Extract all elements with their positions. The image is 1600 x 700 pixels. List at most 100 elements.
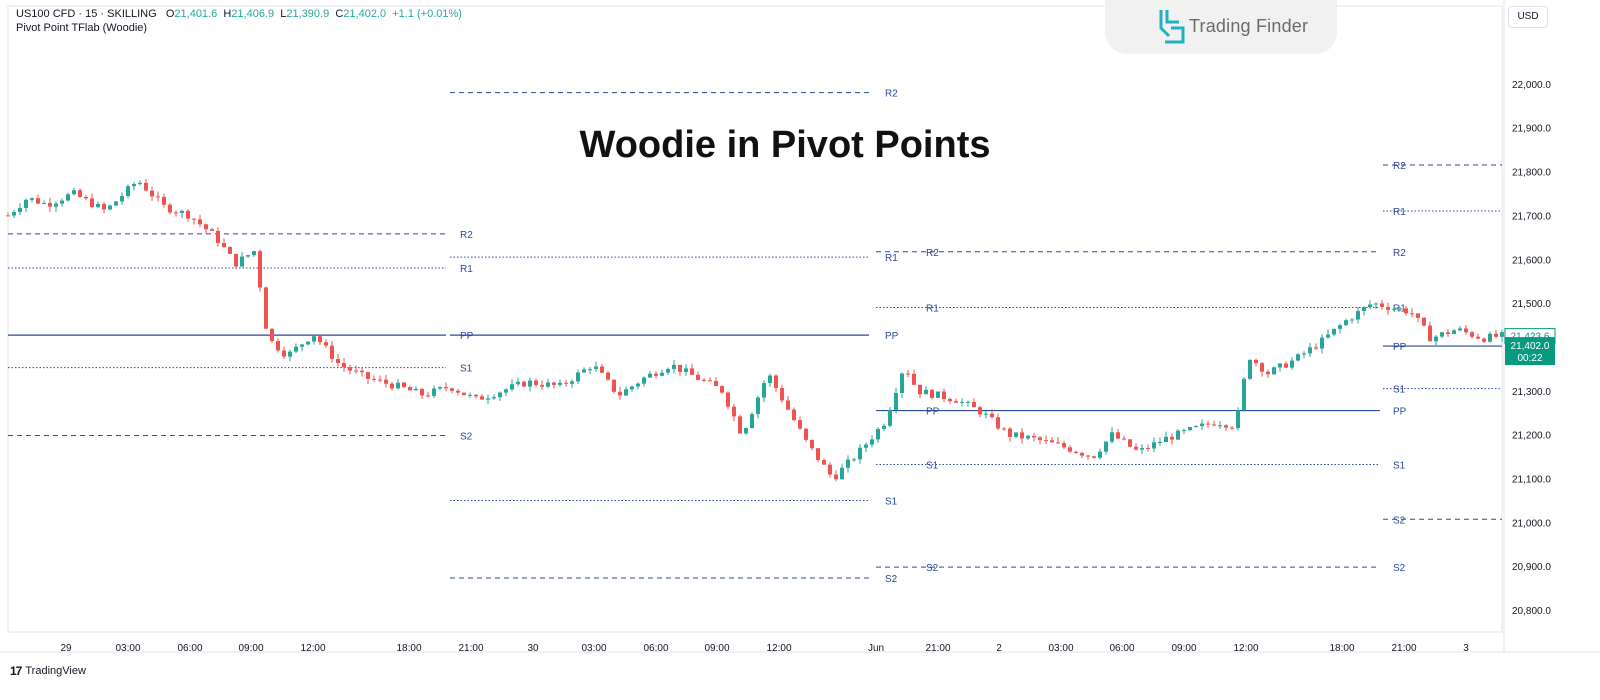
candle-body <box>1272 367 1276 375</box>
pivot-label-r2: R2 <box>885 89 898 100</box>
x-tick-label: 30 <box>527 643 539 654</box>
candle-body <box>1110 432 1114 442</box>
candle-body <box>450 388 454 391</box>
candle-body <box>300 344 304 347</box>
candle-body <box>480 396 484 400</box>
candle-body <box>96 203 100 208</box>
candle-body <box>1092 456 1096 458</box>
candle-body <box>270 328 274 341</box>
candle-body <box>978 407 982 415</box>
pivot-label-pp: PP <box>926 407 940 418</box>
candle-body <box>1194 425 1198 428</box>
candle-body <box>1380 303 1384 307</box>
candle-body <box>1344 320 1348 326</box>
candle-body <box>498 392 502 398</box>
candle-body <box>702 379 706 381</box>
y-tick-label: 20,800.0 <box>1512 606 1551 617</box>
pivot-label-s2: S2 <box>926 563 939 574</box>
candle-body <box>1362 307 1366 311</box>
candle-body <box>630 386 634 390</box>
candle-body <box>618 391 622 396</box>
candle-body <box>174 212 178 214</box>
candle-body <box>750 414 754 429</box>
currency-button[interactable]: USD <box>1508 6 1548 28</box>
timeframe[interactable]: 15 <box>85 8 98 20</box>
symbol-name[interactable]: US100 CFD <box>16 8 76 20</box>
candle-body <box>360 370 364 373</box>
x-tick-label: 21:00 <box>458 643 483 654</box>
candle-body <box>378 379 382 381</box>
x-tick-label: 18:00 <box>396 643 421 654</box>
price-tag-filled <box>1505 337 1555 366</box>
candle-body <box>1482 338 1486 342</box>
candle-body <box>738 416 742 434</box>
candle-body <box>924 389 928 395</box>
candle-body <box>1008 428 1012 437</box>
candle-body <box>456 390 460 393</box>
pivot-label-pp: PP <box>885 331 899 342</box>
candle-body <box>1302 353 1306 355</box>
open-label: O <box>165 8 175 20</box>
candle-body <box>204 224 208 230</box>
candle-body <box>942 391 946 399</box>
candle-body <box>756 397 760 415</box>
candle-body <box>654 373 658 376</box>
candle-body <box>192 218 196 220</box>
candle-body <box>1026 435 1030 439</box>
x-tick-label: 3 <box>1463 643 1469 654</box>
close-label: C <box>335 8 344 20</box>
candle-body <box>1494 333 1498 337</box>
candle-body <box>348 367 352 371</box>
candle-body <box>900 373 904 393</box>
x-tick-label: 21:00 <box>925 643 950 654</box>
candle-body <box>474 394 478 397</box>
candle-body <box>1296 354 1300 361</box>
x-tick-label: 03:00 <box>115 643 140 654</box>
candle-body <box>384 379 388 384</box>
candle-body <box>252 251 256 256</box>
candle-body <box>1248 359 1252 379</box>
candle-body <box>228 247 232 254</box>
candle-body <box>834 474 838 480</box>
candle-body <box>528 380 532 387</box>
candle-body <box>1032 435 1036 438</box>
candle-body <box>666 369 670 373</box>
exchange: SKILLING <box>107 8 157 20</box>
candle-body <box>828 464 832 475</box>
candle-body <box>516 381 520 385</box>
candle-body <box>696 374 700 380</box>
pivot-label-s1: S1 <box>885 496 898 507</box>
candle-body <box>726 392 730 407</box>
candle-body <box>1134 446 1138 450</box>
candle-body <box>1500 332 1504 337</box>
candle-body <box>1188 427 1192 431</box>
candle-body <box>1374 303 1378 305</box>
pivot-label-s2: S2 <box>1393 515 1406 526</box>
candle-body <box>1086 455 1090 457</box>
candle-body <box>1260 363 1264 372</box>
y-tick-label: 21,900.0 <box>1512 124 1551 135</box>
candle-body <box>102 203 106 210</box>
symbol-header: US100 CFD · 15 · SKILLING O21,401.6 H21,… <box>16 8 462 20</box>
candle-body <box>150 190 154 197</box>
candle-body <box>1404 308 1408 314</box>
candle-body <box>1488 333 1492 342</box>
candle-body <box>240 256 244 267</box>
y-tick-label: 22,000.0 <box>1512 80 1551 91</box>
pivot-label-r2: R2 <box>926 248 939 259</box>
candle-body <box>402 382 406 388</box>
candle-body <box>330 345 334 359</box>
candle-body <box>84 196 88 199</box>
indicator-legend[interactable]: Pivot Point TFlab (Woodie) <box>16 22 148 34</box>
candle-body <box>1428 325 1432 342</box>
candle-body <box>570 381 574 384</box>
low-value: 21,390.9 <box>286 8 330 20</box>
candle-body <box>966 401 970 403</box>
candle-body <box>36 198 40 204</box>
x-tick-label: 18:00 <box>1329 643 1354 654</box>
price-tag-countdown: 00:22 <box>1517 353 1542 364</box>
candle-body <box>318 336 322 343</box>
tradingview-footer[interactable]: 17 TradingView <box>10 664 86 678</box>
candle-body <box>1020 432 1024 439</box>
